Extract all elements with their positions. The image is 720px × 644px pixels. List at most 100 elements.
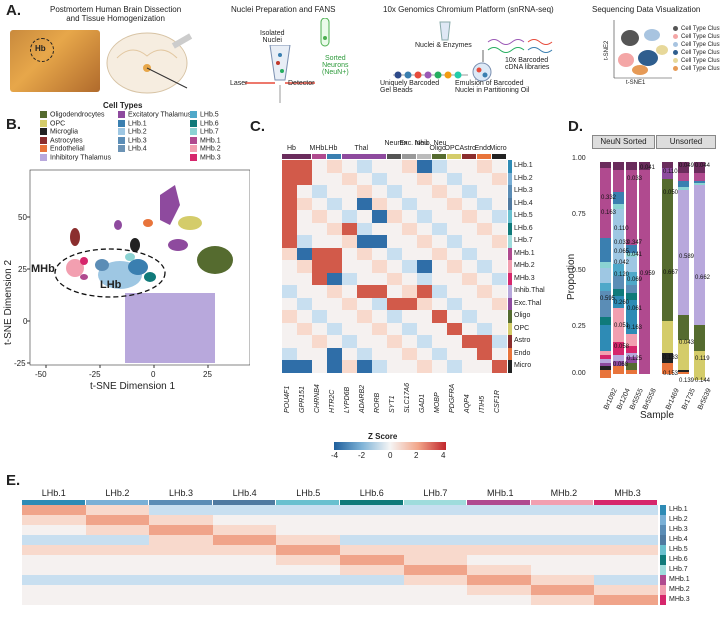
e-heatmap-cell xyxy=(142,505,150,515)
e-heatmap-cell xyxy=(304,595,313,605)
heatmap-cell xyxy=(462,310,477,323)
e-heatmap-cell xyxy=(354,505,362,515)
e-heatmap-cell xyxy=(170,565,178,575)
e-heatmap-cell xyxy=(170,505,178,515)
e-heatmap-cell xyxy=(622,585,631,595)
e-heatmap-cell xyxy=(601,505,609,515)
cluster-header-label: LHb.4 xyxy=(232,488,257,498)
cell-type-swatch xyxy=(190,136,197,144)
e-heatmap-cell xyxy=(594,525,602,535)
heatmap-cell xyxy=(402,335,417,348)
e-heatmap-cell xyxy=(354,595,362,605)
heatmap-cell xyxy=(462,360,477,373)
e-heatmap-cell xyxy=(170,515,178,525)
heatmap-cell xyxy=(492,185,507,198)
e-heatmap-cell xyxy=(142,575,150,585)
e-heatmap-cell xyxy=(304,505,313,515)
xtick-4: 25 xyxy=(203,370,212,379)
e-heatmap-cell xyxy=(347,555,355,565)
proportion-segment xyxy=(613,365,624,374)
heatmap-cell xyxy=(297,210,312,223)
ytick-4: -25 xyxy=(14,359,26,368)
e-heatmap-cell xyxy=(99,545,108,555)
e-heatmap-cell xyxy=(163,535,171,545)
e-heatmap-cell xyxy=(163,595,171,605)
e-heatmap-cell xyxy=(212,525,221,535)
proportion-segment xyxy=(662,363,673,374)
b-xlabel: t-SNE Dimension 1 xyxy=(90,381,176,392)
row-label: LHb.6 xyxy=(514,224,533,232)
e-heatmap-cell xyxy=(219,535,228,545)
bar-value-label: 0.163 xyxy=(627,325,643,331)
row-color-bar xyxy=(508,222,512,235)
gene-label: GAD1 xyxy=(419,393,426,413)
e-heatmap-cell xyxy=(650,555,659,565)
gene-label: AQP4 xyxy=(464,393,471,413)
e-heatmap-cell xyxy=(64,585,72,595)
e-heatmap-cell xyxy=(149,505,157,515)
e-heatmap-cell xyxy=(488,565,496,575)
e-heatmap-cell xyxy=(559,505,567,515)
e-heatmap-cell xyxy=(29,535,37,545)
row-color-bar xyxy=(508,235,512,248)
proportion-segment xyxy=(626,162,637,171)
heatmap-cell xyxy=(432,347,447,360)
heatmap-cell xyxy=(372,347,387,360)
e-heatmap-cell xyxy=(594,595,602,605)
e-heatmap-cell xyxy=(78,575,86,585)
row-color-bar xyxy=(508,272,512,285)
mini-legend-text: Cell Type Cluster 3 xyxy=(681,42,720,49)
e-heatmap-cell xyxy=(29,595,37,605)
e-heatmap-cell xyxy=(396,565,404,575)
heatmap-cell xyxy=(477,160,492,173)
e-heatmap-cell xyxy=(142,565,150,575)
e-heatmap-cell xyxy=(552,515,560,525)
row-color-bar xyxy=(508,260,512,273)
e-heatmap-cell xyxy=(537,585,546,595)
e-heatmap-cell xyxy=(318,525,327,535)
e-heatmap-cell xyxy=(438,515,447,525)
e-heatmap-cell xyxy=(283,575,291,585)
e-heatmap-cell xyxy=(163,565,171,575)
e-heatmap-cell xyxy=(601,565,609,575)
e-heatmap-cell xyxy=(36,545,44,555)
bar-value-label: 0.050 xyxy=(663,190,679,196)
e-heatmap-cell xyxy=(269,565,277,575)
heatmap-cell xyxy=(297,235,312,248)
cell-type-legend-item: LHb.4 xyxy=(118,145,147,152)
e-heatmap-cell xyxy=(219,545,228,555)
e-heatmap-cell xyxy=(347,525,355,535)
heatmap-cell xyxy=(327,160,342,173)
e-heatmap-cell xyxy=(92,585,101,595)
e-heatmap-cell xyxy=(530,545,539,555)
e-heatmap-cell xyxy=(325,545,334,555)
heatmap-cell xyxy=(297,297,312,310)
e-heatmap-cell xyxy=(495,505,503,515)
e-heatmap-cell xyxy=(332,525,341,535)
e-heatmap-cell xyxy=(629,555,638,565)
heatmap-cell xyxy=(432,310,447,323)
heatmap-cell xyxy=(462,185,477,198)
e-heatmap-cell xyxy=(297,515,305,525)
row-color-bar xyxy=(508,197,512,210)
e-heatmap-cell xyxy=(184,535,192,545)
heatmap-cell xyxy=(402,197,417,210)
d-xlabel: Sample xyxy=(640,410,674,421)
e-heatmap-cell xyxy=(241,595,249,605)
bar-value-label: 0.163 xyxy=(601,210,617,216)
heatmap-cell xyxy=(372,297,387,310)
e-heatmap-cell xyxy=(474,545,482,555)
e-heatmap-cell xyxy=(57,555,65,565)
e-heatmap-cell xyxy=(629,515,638,525)
tsne-plot xyxy=(27,169,250,368)
e-heatmap-cell xyxy=(135,585,143,595)
e-heatmap-cell xyxy=(417,525,426,535)
cell-type-name: LHb.4 xyxy=(128,145,147,153)
e-heatmap-cell xyxy=(276,585,284,595)
proportion-segment xyxy=(626,363,637,370)
proportion-segment xyxy=(600,350,611,355)
e-heatmap-cell xyxy=(361,535,369,545)
cluster-header-bar xyxy=(212,500,276,505)
e-heatmap-cell xyxy=(537,555,546,565)
e-heatmap-cell xyxy=(163,575,171,585)
